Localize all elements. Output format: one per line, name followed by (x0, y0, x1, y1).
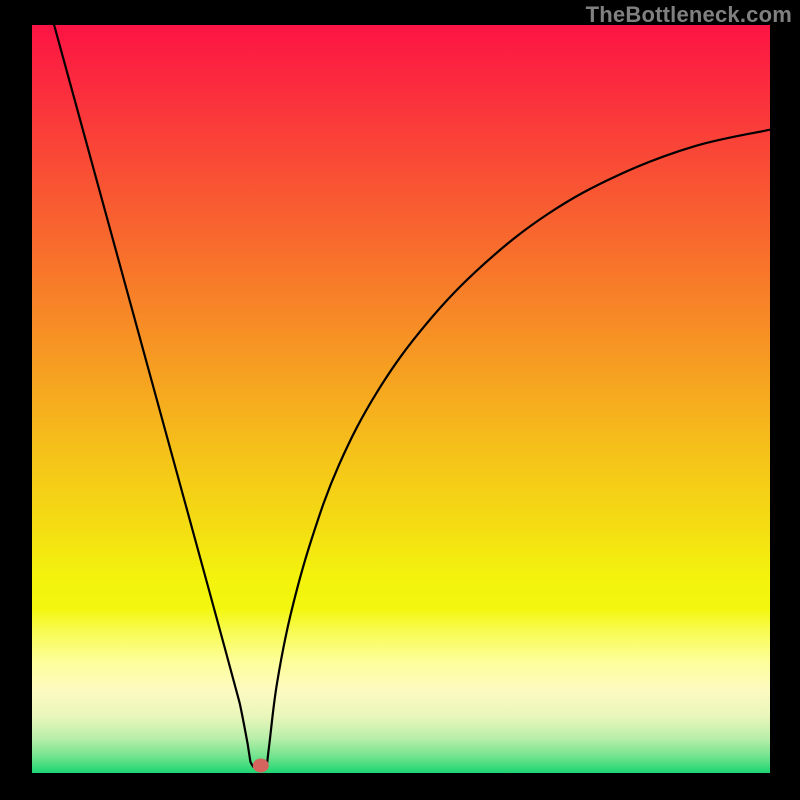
watermark-label: TheBottleneck.com (586, 2, 792, 28)
chart-canvas: TheBottleneck.com (0, 0, 800, 800)
minimum-marker (253, 759, 269, 773)
chart-svg (0, 0, 800, 800)
plot-background (32, 25, 770, 773)
